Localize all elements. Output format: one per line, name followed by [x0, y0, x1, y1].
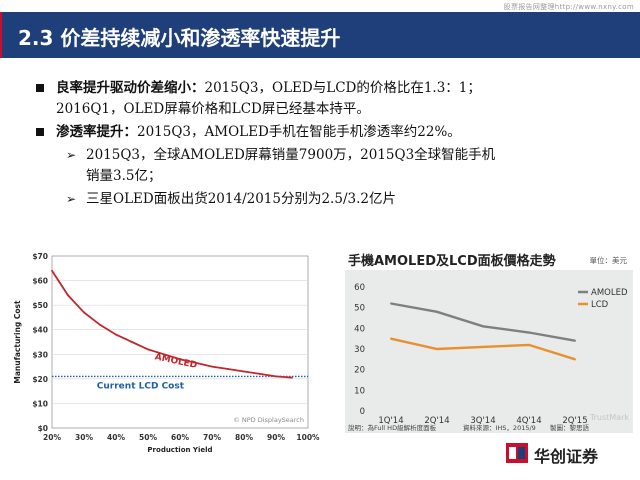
brand-watermark: TrustMark — [589, 413, 629, 422]
lcd-data-point — [528, 343, 530, 346]
lcd-data-point — [482, 345, 484, 348]
x-tick-label: 4Q'14 — [516, 416, 541, 426]
lcd-data-point — [574, 358, 576, 361]
x-axis-title: Production Yield — [147, 446, 212, 454]
company-logo: 华创证券 — [506, 442, 606, 466]
amoled-data-point — [528, 331, 530, 334]
y-axis-title: Manufacturing Cost — [13, 300, 22, 384]
y-tick-label: $0 — [38, 424, 48, 433]
x-tick-label: 3Q'14 — [470, 416, 495, 426]
sub-bullet-item: ➢ 2015Q3，全球AMOLED屏幕销量7900万，2015Q3全球智能手机 … — [36, 145, 626, 187]
sub-bullet-text-cont: 销量3.5亿； — [86, 168, 162, 184]
amoled-data-point — [83, 311, 85, 314]
y-tick-label: 60 — [354, 283, 365, 293]
y-tick-label: $10 — [32, 399, 48, 408]
amoled-data-point — [243, 370, 245, 373]
amoled-data-point — [275, 375, 277, 378]
unit-label: 單位：美元 — [590, 255, 628, 265]
x-tick-label: 1Q'14 — [378, 416, 403, 426]
compiler-note: 製圖：黎思語 — [550, 423, 590, 432]
company-name: 华创证券 — [534, 447, 599, 466]
amoled-data-point — [51, 269, 53, 272]
legend-label: LCD — [591, 300, 609, 310]
footnote: 說明：為Full HD級解析度面板 — [348, 423, 437, 432]
x-tick-label: 2Q'14 — [424, 416, 449, 426]
chart-title-band — [345, 248, 633, 270]
x-tick-label: 70% — [203, 433, 221, 442]
amoled-data-point — [67, 294, 69, 297]
x-tick-label: 40% — [107, 433, 125, 442]
lcd-cost-label: Current LCD Cost — [97, 381, 185, 391]
amoled-data-point — [482, 325, 484, 328]
amoled-data-point — [131, 341, 133, 343]
x-tick-label: 2Q'15 — [562, 416, 587, 426]
source-note: © NPD DisplaySearch — [233, 416, 304, 424]
amoled-data-point — [227, 368, 229, 370]
y-tick-label: 40 — [354, 324, 365, 334]
watermark: 股票报告网整理http://www.nxny.com — [503, 3, 634, 11]
y-tick-label: 30 — [354, 345, 365, 355]
title-bar: 2.3 价差持续减小和渗透率快速提升 — [0, 12, 640, 58]
sub-bullet-text: 三星OLED面板出货2014/2015分别为2.5/3.2亿片 — [86, 191, 396, 207]
y-tick-label: 0 — [360, 407, 365, 417]
bullet-item: 良率提升驱动价差缩小：2015Q3，OLED与LCD的价格比在1.3：1； 20… — [36, 78, 626, 120]
title-accent — [0, 12, 2, 58]
bullet-item: 渗透率提升：2015Q3，AMOLED手机在智能手机渗透率约22%。 — [36, 122, 626, 143]
chart-background — [345, 248, 633, 433]
x-tick-label: 20% — [43, 433, 61, 442]
amoled-data-point — [291, 376, 293, 379]
y-tick-label: 20 — [354, 366, 365, 376]
amoled-data-point — [211, 365, 213, 368]
legend-label: AMOLED — [591, 288, 628, 298]
arrow-bullet-icon: ➢ — [66, 192, 77, 206]
amoled-cost-series-line — [51, 270, 293, 379]
amoled-data-point — [195, 361, 197, 364]
x-tick-label: 50% — [139, 433, 157, 442]
amoled-data-point — [390, 302, 392, 305]
bullet-heading: 良率提升驱动价差缩小： — [56, 80, 205, 96]
bullet-text: 2015Q3，OLED与LCD的价格比在1.3：1； — [204, 80, 481, 96]
source-note: 資料來源：IHS，2015/9 — [463, 423, 536, 432]
y-tick-label: 10 — [354, 386, 365, 396]
panel-price-trend-chart: 手機AMOLED及LCD面板價格走勢 單位：美元 0 10 20 30 40 50 60 1Q'1… — [345, 248, 633, 433]
y-tick-label: $60 — [32, 277, 48, 286]
square-bullet-icon — [36, 84, 44, 92]
amoled-data-point — [179, 358, 181, 361]
amoled-data-point — [574, 339, 576, 342]
x-tick-label: 100% — [296, 433, 320, 442]
square-bullet-icon — [36, 128, 44, 136]
page-title: 2.3 价差持续减小和渗透率快速提升 — [18, 26, 341, 50]
bullet-list: 良率提升驱动价差缩小：2015Q3，OLED与LCD的价格比在1.3：1； 20… — [36, 78, 626, 210]
sub-bullet-text: 2015Q3，全球AMOLED屏幕销量7900万，2015Q3全球智能手机 — [86, 147, 496, 163]
bullet-text: 2015Q3，AMOLED手机在智能手机渗透率约22%。 — [137, 124, 461, 140]
cost-vs-yield-chart: $0 $10 $20 $30 $40 $50 $60 $70 20% 30% 40% 50% 60% 70… — [13, 252, 320, 454]
x-tick-label: 30% — [75, 433, 93, 442]
amoled-data-point — [99, 323, 101, 326]
y-tick-label: $20 — [32, 375, 48, 384]
amoled-data-point — [259, 373, 261, 375]
plot-area — [51, 255, 309, 429]
y-tick-label: 50 — [354, 304, 365, 314]
x-tick-label: 90% — [267, 433, 285, 442]
y-tick-label: $70 — [32, 252, 48, 261]
y-tick-label: $50 — [32, 301, 48, 310]
bullet-heading: 渗透率提升： — [56, 124, 137, 140]
logo-mark-icon — [506, 443, 528, 463]
amoled-data-point — [436, 310, 438, 313]
x-tick-label: 80% — [235, 433, 253, 442]
lcd-data-point — [390, 337, 392, 340]
y-tick-label: $30 — [32, 350, 48, 359]
chart-title: 手機AMOLED及LCD面板價格走勢 — [348, 253, 556, 269]
x-tick-label: 60% — [171, 433, 189, 442]
amoled-data-point — [115, 333, 117, 336]
lcd-data-point — [436, 348, 438, 350]
arrow-bullet-icon: ➢ — [66, 148, 77, 162]
amoled-data-point — [147, 348, 149, 351]
bullet-text-cont: 2016Q1，OLED屏幕价格和LCD屏已经基本持平。 — [56, 101, 370, 117]
sub-bullet-item: ➢ 三星OLED面板出货2014/2015分别为2.5/3.2亿片 — [36, 189, 626, 210]
y-tick-label: $40 — [32, 326, 48, 335]
amoled-data-point — [163, 353, 165, 356]
